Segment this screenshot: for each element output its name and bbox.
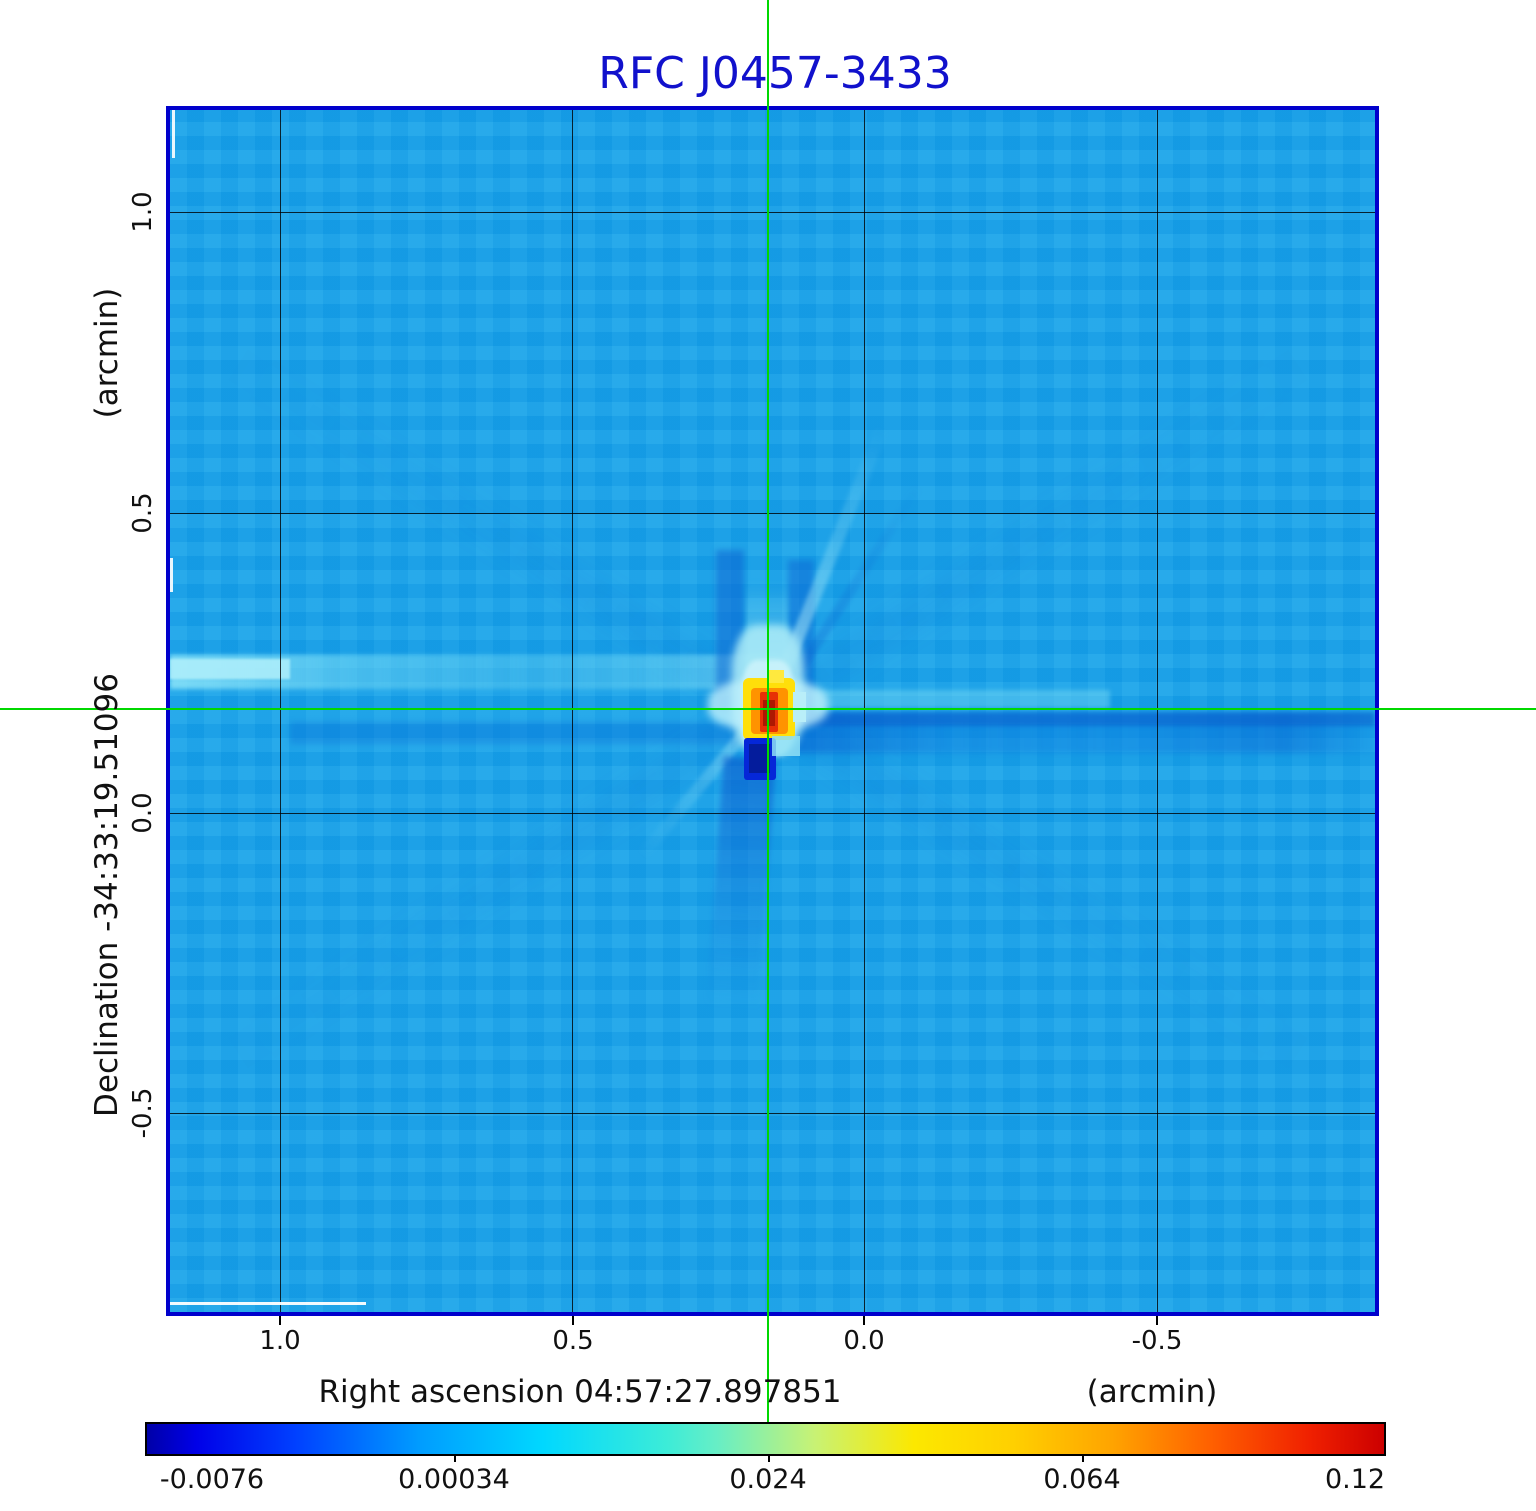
sidelobe-band-right-bright xyxy=(810,690,1110,708)
x-tick-label-1.0: 1.0 xyxy=(259,1326,301,1356)
y-axis-unit-label: (arcmin) xyxy=(89,287,125,419)
negative-sidelobe-navy-core xyxy=(749,744,770,773)
x-tick-label--0.5: -0.5 xyxy=(1131,1326,1183,1356)
sidelobe-band-right-dark-core xyxy=(780,712,1375,726)
grid-line-vertical-ra-0.5 xyxy=(572,110,573,1312)
grid-line-horizontal-dec-0.5 xyxy=(170,513,1375,514)
source-yellow-pixel xyxy=(767,670,784,683)
colorbar-tick-label-min: -0.0076 xyxy=(159,1464,265,1495)
x-tick-label-0.5: 0.5 xyxy=(552,1326,594,1356)
grid-line-horizontal-dec-0.0 xyxy=(170,813,1375,814)
colorbar-tick-label: 0.00034 xyxy=(398,1464,510,1495)
y-tick-label-1.0: 1.0 xyxy=(128,191,158,233)
grid-line-horizontal-dec-1.0 xyxy=(170,212,1375,213)
y-tick-label--0.5: -0.5 xyxy=(128,1087,158,1139)
x-axis-tick-mark xyxy=(572,1316,574,1325)
sidelobe-band-left-edge xyxy=(170,659,290,679)
colorbar-gradient xyxy=(145,1422,1386,1456)
x-axis-unit-label: (arcmin) xyxy=(1086,1374,1218,1410)
x-axis-tick-mark xyxy=(863,1316,865,1325)
white-notch-left-edge xyxy=(170,558,173,592)
sky-map-image xyxy=(170,110,1375,1312)
grid-line-vertical-ra-1.0 xyxy=(280,110,281,1312)
y-axis-title: Declination -34:33:19.51096 xyxy=(89,673,125,1117)
source-cyan-pixel-right xyxy=(793,692,806,722)
colorbar-tick-label: 0.064 xyxy=(1043,1464,1121,1495)
source-cyan-pixel-below xyxy=(772,736,800,756)
x-axis-tick-mark xyxy=(1156,1316,1158,1325)
grid-line-horizontal-dec--0.5 xyxy=(170,1113,1375,1114)
white-notch-top-left xyxy=(172,110,175,158)
sidelobe-band-left-dark xyxy=(290,722,770,744)
y-tick-label-0.0: 0.0 xyxy=(128,792,158,834)
x-axis-tick-mark xyxy=(279,1316,281,1325)
grid-line-vertical-ra--0.5 xyxy=(1157,110,1158,1312)
white-segment-bottom-left xyxy=(170,1302,366,1305)
source-core-dark-red xyxy=(763,700,775,726)
grid-line-vertical-ra-0.0 xyxy=(864,110,865,1312)
colorbar-tick-label-max: 0.12 xyxy=(1324,1464,1386,1495)
x-axis-title: Right ascension 04:57:27.897851 xyxy=(318,1374,842,1410)
colorbar-tick-mark xyxy=(768,1454,770,1462)
colorbar-tick-mark xyxy=(1082,1454,1084,1462)
y-tick-label-0.5: 0.5 xyxy=(128,492,158,534)
sky-map-frame xyxy=(166,106,1379,1316)
crosshair-vertical-line xyxy=(767,0,769,1422)
colorbar-tick-mark xyxy=(454,1454,456,1462)
page-title: RFC J0457-3433 xyxy=(598,48,952,99)
colorbar-tick-label: 0.024 xyxy=(729,1464,807,1495)
x-tick-label-0.0: 0.0 xyxy=(843,1326,885,1356)
